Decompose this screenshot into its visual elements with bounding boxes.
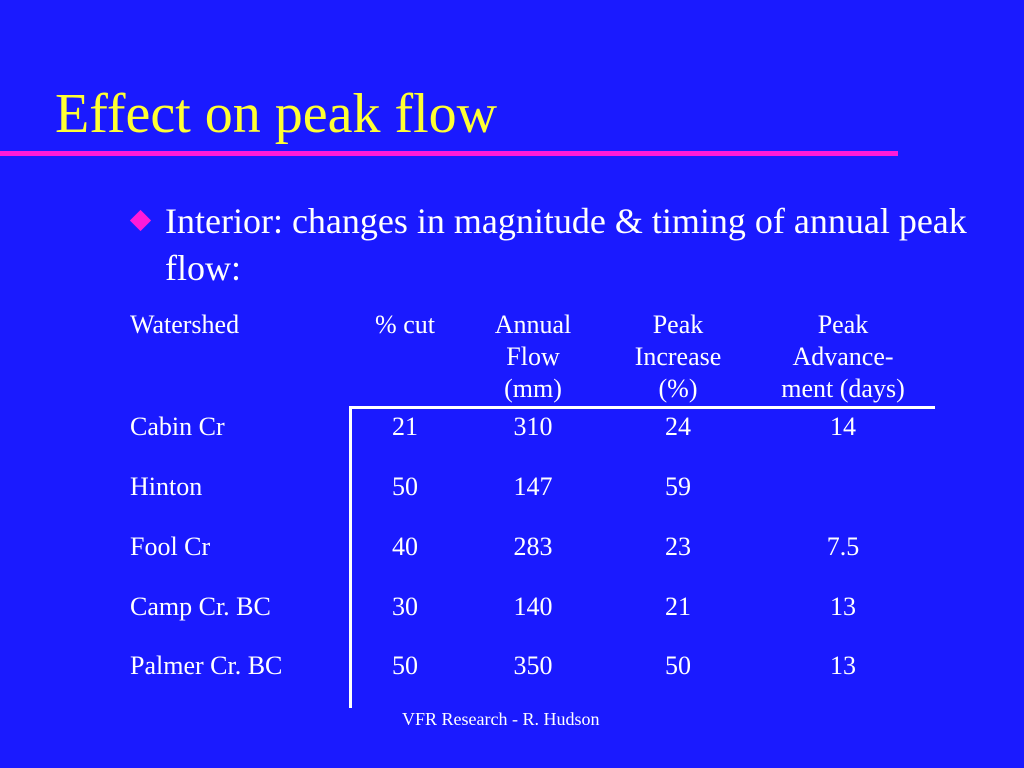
bullet-text: Interior: changes in magnitude & timing … bbox=[165, 201, 967, 288]
header-line: % cut bbox=[375, 310, 435, 339]
cell-watershed: Camp Cr. BC bbox=[130, 592, 271, 621]
header-divider bbox=[349, 406, 935, 409]
header-peak-advancement: Peak Advance- ment (days) bbox=[752, 309, 934, 405]
cell-annual-flow: 147 bbox=[513, 472, 553, 501]
cell-watershed: Fool Cr bbox=[130, 532, 211, 561]
cell-percent-cut: 30 bbox=[392, 592, 418, 621]
header-line: Advance- bbox=[792, 342, 894, 371]
header-line: Increase bbox=[634, 342, 722, 371]
cell-percent-cut: 50 bbox=[392, 472, 418, 501]
cell-peak-increase: 50 bbox=[665, 651, 691, 680]
header-line: Peak bbox=[652, 310, 704, 339]
header-line: (%) bbox=[658, 374, 698, 403]
cell-watershed: Hinton bbox=[130, 472, 203, 501]
header-line: (mm) bbox=[504, 374, 562, 403]
cell-annual-flow: 140 bbox=[513, 592, 553, 621]
cell-percent-cut: 40 bbox=[392, 532, 418, 561]
cell-percent-cut: 50 bbox=[392, 651, 418, 680]
header-annual-flow: Annual Flow (mm) bbox=[466, 309, 600, 405]
header-line: Peak bbox=[817, 310, 869, 339]
cell-peak-advancement: 14 bbox=[830, 412, 856, 441]
cell-peak-advancement: 13 bbox=[830, 592, 856, 621]
cell-peak-increase: 21 bbox=[665, 592, 691, 621]
header-watershed: Watershed bbox=[130, 309, 239, 341]
cell-peak-increase: 24 bbox=[665, 412, 691, 441]
header-line: Watershed bbox=[130, 310, 240, 339]
cell-annual-flow: 283 bbox=[513, 532, 553, 561]
cell-peak-increase: 59 bbox=[665, 472, 691, 501]
header-line: ment (days) bbox=[781, 374, 905, 403]
cell-watershed: Palmer Cr. BC bbox=[130, 651, 283, 680]
cell-annual-flow: 350 bbox=[513, 651, 553, 680]
cell-peak-advancement: 7.5 bbox=[826, 532, 860, 561]
header-percent-cut: % cut bbox=[355, 309, 455, 341]
column-divider bbox=[349, 406, 352, 708]
cell-peak-increase: 23 bbox=[665, 532, 691, 561]
header-line: Annual bbox=[494, 310, 572, 339]
slide-footer: VFR Research - R. Hudson bbox=[402, 709, 600, 729]
slide-title: Effect on peak flow bbox=[55, 83, 498, 145]
cell-watershed: Cabin Cr bbox=[130, 412, 225, 441]
cell-percent-cut: 21 bbox=[392, 412, 418, 441]
header-peak-increase: Peak Increase (%) bbox=[610, 309, 746, 405]
header-line: Flow bbox=[506, 342, 560, 371]
cell-peak-advancement: 13 bbox=[830, 651, 856, 680]
cell-annual-flow: 310 bbox=[513, 412, 553, 441]
title-underline bbox=[0, 151, 898, 156]
